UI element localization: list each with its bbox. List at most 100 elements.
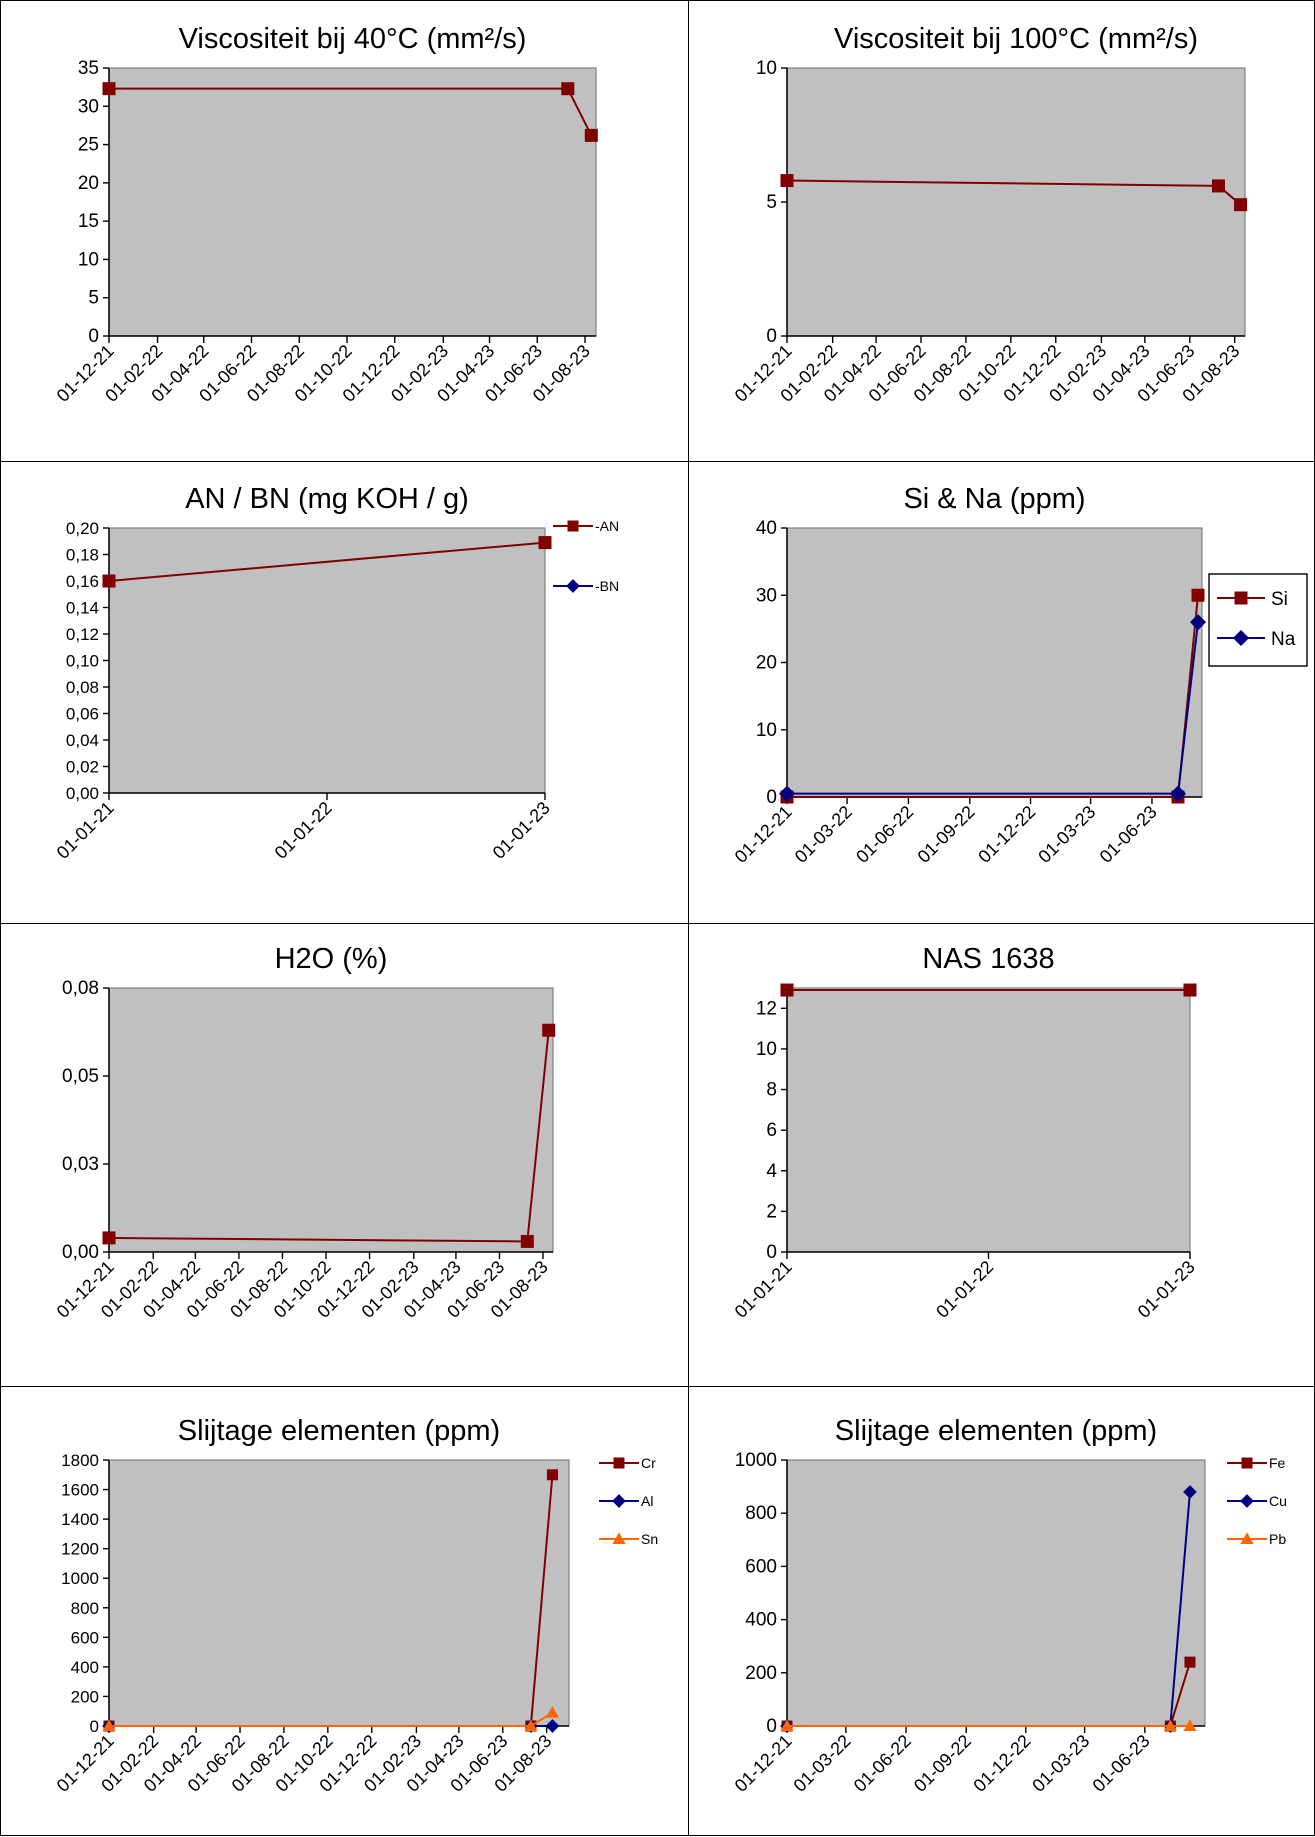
data-point: [1169, 785, 1187, 802]
y-tick-label: 600: [71, 1628, 99, 1647]
plot-area: [108, 527, 546, 794]
y-tick-label: 0: [766, 326, 777, 347]
plot-area: [786, 527, 1203, 798]
data-point: [780, 1719, 794, 1731]
data-point: [546, 1469, 558, 1481]
legend-label: Cr: [641, 1455, 656, 1471]
chart-cell-wear-fe-cu-pb: Slijtage elementen (ppm) 0 200 400 600 800 100…: [688, 1386, 1315, 1836]
data-point: [778, 785, 796, 802]
legend-marker: [1241, 1457, 1253, 1469]
data-point: [524, 1719, 538, 1731]
y-tick-label: 0,14: [66, 599, 99, 618]
data-point: [584, 128, 598, 142]
y-tick-label: 5: [88, 288, 99, 309]
y-tick-label: 12: [756, 998, 777, 1019]
x-tick-label: 01-09-22: [910, 1731, 975, 1796]
x-tick-label: 01-12-22: [969, 1731, 1034, 1796]
y-tick-label: 6: [766, 1120, 777, 1141]
y-tick-label: 1800: [61, 1451, 99, 1470]
legend-marker: [1232, 629, 1250, 647]
x-tick-label: 01-06-22: [852, 802, 917, 867]
y-tick-label: 1000: [61, 1569, 99, 1588]
y-tick-label: 0,16: [66, 572, 99, 591]
x-tick-label: 01-01-23: [489, 798, 554, 863]
legend-label: Fe: [1269, 1455, 1286, 1471]
data-point: [520, 1234, 534, 1248]
y-tick-label: 800: [745, 1503, 777, 1524]
legend: Fe Cu Pb: [1227, 1455, 1287, 1547]
y-tick-label: 0: [88, 326, 99, 347]
x-tick-label: 01-03-22: [790, 1731, 855, 1796]
x-tick-label: 01-12-21: [731, 802, 796, 867]
x-tick-label: 01-01-22: [932, 1257, 997, 1322]
y-tick-label: 35: [78, 58, 99, 79]
y-tick-label: 15: [78, 211, 99, 232]
legend-label: Pb: [1269, 1531, 1286, 1547]
y-tick-label: 1000: [735, 1450, 777, 1471]
y-tick-label: 1400: [61, 1510, 99, 1529]
plot-area: [786, 987, 1191, 1253]
y-tick-label: 0: [766, 1242, 777, 1263]
y-tick-label: 30: [756, 585, 777, 606]
data-point: [561, 82, 575, 96]
chart-title: AN / BN (mg KOH / g): [185, 483, 469, 515]
y-tick-label: 0,12: [66, 625, 99, 644]
data-point: [102, 82, 116, 96]
y-tick-label: 10: [756, 1039, 777, 1060]
chart-title: Viscositeit bij 40°C (mm²/s): [179, 23, 527, 55]
chart-title: Viscositeit bij 100°C (mm²/s): [834, 23, 1198, 55]
chart-title: Si & Na (ppm): [903, 483, 1085, 515]
x-tick-label: 01-03-23: [1034, 802, 1099, 867]
chart-cell-viscosity-40: Viscositeit bij 40°C (mm²/s) 0 5 10 15 20 25 30…: [0, 0, 690, 463]
y-tick-label: 400: [745, 1610, 777, 1631]
series-line: [108, 541, 546, 582]
data-point: [1189, 614, 1207, 631]
data-point: [1183, 1719, 1197, 1731]
legend-label: Sn: [641, 1531, 658, 1547]
x-tick-label: 01-01-21: [53, 798, 118, 863]
y-tick-label: 10: [756, 58, 777, 79]
chart-cell-nas-1638: NAS 1638 0 2 4 6 8 10 12 01-01-21 01-01-22 01-01-2…: [688, 923, 1315, 1388]
y-tick-label: 0,18: [66, 546, 99, 565]
y-tick-label: 40: [756, 518, 777, 539]
chart-svg: Viscositeit bij 40°C (mm²/s) 0 5 10 15 20 25 30…: [53, 23, 598, 406]
y-tick-label: 10: [756, 720, 777, 741]
chart-svg: Viscositeit bij 100°C (mm²/s)051001-12-2…: [731, 23, 1248, 406]
data-point: [780, 983, 794, 997]
chart-cell-wear-cr-al-sn: Slijtage elementen (ppm) 0 200 400 600 800 100…: [0, 1386, 690, 1836]
y-tick-label: 25: [78, 135, 99, 156]
legend-marker: [612, 1494, 626, 1508]
chart-svg: Si & Na (ppm)01020304001-12-2101-03-2201…: [731, 483, 1308, 867]
data-point: [1191, 588, 1205, 602]
y-tick-label: 0,05: [62, 1066, 99, 1087]
x-tick-label: 01-09-22: [914, 802, 979, 867]
plot-area: [108, 67, 597, 337]
chart-svg: AN / BN (mg KOH / g) 0,00 0,02 0,04 0,06 0,08…: [53, 483, 619, 863]
y-tick-label: 0,20: [66, 519, 99, 538]
chart-cell-si-na: Si & Na (ppm) 0 10 20 30 40 01-12-21 01-03-22 01…: [688, 461, 1315, 925]
legend-marker: [613, 1457, 625, 1469]
legend-label: Al: [641, 1493, 653, 1509]
chart-title: NAS 1638: [922, 943, 1054, 975]
data-point: [1211, 179, 1225, 193]
y-tick-label: 0: [90, 1717, 99, 1736]
y-tick-label: 800: [71, 1599, 99, 1618]
y-tick-label: 0,10: [66, 652, 99, 671]
y-tick-label: 0,06: [66, 705, 99, 724]
chart-title: Slijtage elementen (ppm): [835, 1415, 1157, 1447]
x-tick-label: 01-01-22: [271, 798, 336, 863]
data-point: [545, 1706, 560, 1718]
chart-svg: H2O (%)0,000,030,050,0801-12-2101-02-220…: [53, 943, 556, 1322]
x-tick-label: 01-12-21: [731, 1731, 796, 1796]
data-point: [780, 174, 794, 188]
legend: Cr Al Sn: [599, 1455, 658, 1547]
plot-area: [108, 1459, 570, 1727]
legend-marker: [1240, 1494, 1254, 1508]
x-tick-label: 01-03-23: [1028, 1731, 1093, 1796]
data-point: [545, 1719, 560, 1733]
legend-label: Na: [1271, 629, 1296, 650]
x-tick-label: 01-06-23: [1096, 802, 1161, 867]
chart-cell-h2o: H2O (%) 0,00 0,03 0,05 0,08 01-12-21 01-02-22 0…: [0, 923, 690, 1388]
data-point: [542, 1023, 556, 1037]
